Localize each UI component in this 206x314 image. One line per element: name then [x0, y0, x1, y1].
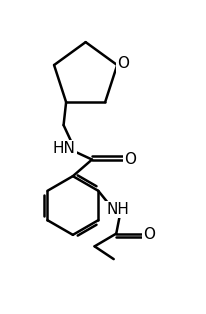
Text: O: O — [117, 56, 129, 71]
Text: O: O — [124, 152, 136, 167]
Text: NH: NH — [106, 202, 128, 217]
Text: HN: HN — [52, 141, 75, 156]
Text: O: O — [143, 227, 155, 242]
